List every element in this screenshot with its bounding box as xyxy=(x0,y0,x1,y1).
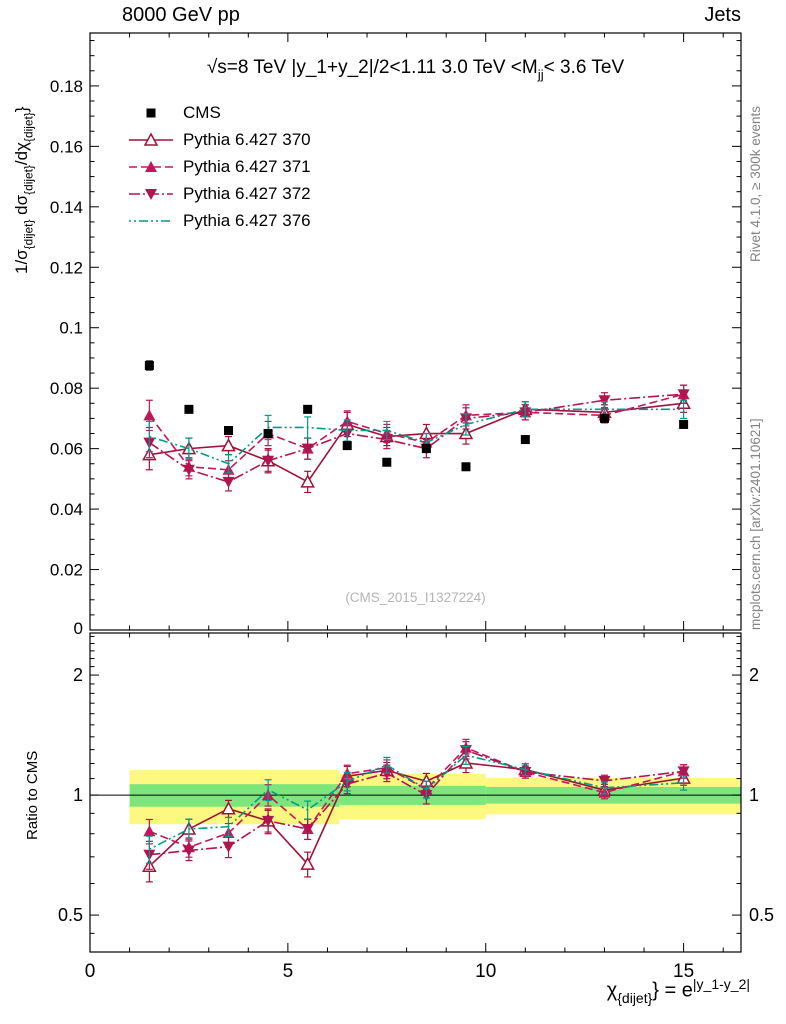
svg-text:0: 0 xyxy=(74,619,83,638)
rivet-version-note: Rivet 4.1.0, ≥ 300k events xyxy=(748,106,763,262)
legend-marker-sample xyxy=(128,212,174,230)
mcplots-arxiv-note: mcplots.cern.ch [arXiv:2401.10621] xyxy=(748,418,763,630)
label-segment: {dijet} xyxy=(617,989,653,1006)
ratio-uncertainty-bands xyxy=(129,770,741,825)
svg-text:1: 1 xyxy=(73,785,83,805)
svg-text:0.08: 0.08 xyxy=(50,379,83,398)
svg-text:0: 0 xyxy=(85,961,96,982)
legend-item: Pythia 6.427 371 xyxy=(128,153,311,180)
series-cms xyxy=(144,360,689,472)
svg-text:0.16: 0.16 xyxy=(50,137,83,156)
beam-title: 8000 GeV pp xyxy=(122,4,240,26)
label-segment: jj xyxy=(537,66,544,82)
selection-cuts-label: √s=8 TeV |y_1+y_2|/2<1.11 3.0 TeV <Mjj< … xyxy=(90,57,741,82)
label-segment: dσ xyxy=(12,194,31,220)
svg-text:0.5: 0.5 xyxy=(58,905,83,925)
label-segment: |y_1-y_2| xyxy=(692,976,750,992)
legend-item: Pythia 6.427 370 xyxy=(128,126,311,153)
label-segment: 1/σ xyxy=(12,249,31,274)
svg-text:0.04: 0.04 xyxy=(50,500,83,519)
axis-ticks xyxy=(89,33,741,952)
series-pythia-6-427-372 xyxy=(143,384,690,492)
legend-label: Pythia 6.427 371 xyxy=(183,156,311,176)
legend-label: Pythia 6.427 376 xyxy=(183,210,311,230)
label-segment: } = e xyxy=(652,979,693,1002)
svg-text:0.5: 0.5 xyxy=(749,905,774,925)
label-segment: } xyxy=(12,106,31,113)
analysis-id-watermark: (CMS_2015_I1327224) xyxy=(345,590,486,605)
x-axis-label: χ{dijet}} = e|y_1-y_2| xyxy=(607,976,750,1006)
svg-text:15: 15 xyxy=(673,961,694,982)
legend: CMS Pythia 6.427 370 Pythia 6.427 371 Pythi… xyxy=(128,99,311,234)
svg-text:0.02: 0.02 xyxy=(50,561,83,580)
svg-text:2: 2 xyxy=(73,665,83,685)
legend-item: Pythia 6.427 376 xyxy=(128,207,311,234)
svg-text:0.18: 0.18 xyxy=(50,77,83,96)
svg-text:10: 10 xyxy=(475,961,496,982)
legend-marker-sample xyxy=(128,104,174,122)
label-segment: {dijet} xyxy=(21,219,36,250)
svg-text:0.1: 0.1 xyxy=(59,319,83,338)
svg-text:0.12: 0.12 xyxy=(50,258,83,277)
legend-marker-sample xyxy=(128,185,174,203)
legend-label: Pythia 6.427 372 xyxy=(183,183,311,203)
svg-text:1: 1 xyxy=(749,785,759,805)
legend-item: Pythia 6.427 372 xyxy=(128,180,311,207)
panel-frames xyxy=(89,32,742,953)
legend-marker-sample xyxy=(128,158,174,176)
svg-text:0.06: 0.06 xyxy=(50,440,83,459)
label-segment: √s=8 TeV |y_1+y_2|/2<1.11 3.0 TeV <M xyxy=(206,57,538,78)
label-segment: χ xyxy=(606,979,618,1002)
label-segment: {dijet} xyxy=(21,165,36,195)
series-pythia-6-427-376 xyxy=(145,745,688,864)
label-segment: {dijet} xyxy=(21,112,36,143)
svg-text:2: 2 xyxy=(749,665,759,685)
series-pythia-6-427-376 xyxy=(145,399,688,474)
main-y-axis-label: 1/σ{dijet} dσ{dijet}/dχ{dijet}} xyxy=(12,107,35,274)
legend-item: CMS xyxy=(128,99,311,126)
analysis-group-title: Jets xyxy=(704,4,741,26)
label-segment: /dχ xyxy=(12,142,31,166)
label-segment: < 3.6 TeV xyxy=(543,57,625,78)
ratio-y-axis-label: Ratio to CMS xyxy=(24,750,41,840)
legend-label: Pythia 6.427 370 xyxy=(183,129,311,149)
svg-text:5: 5 xyxy=(283,961,294,982)
axis-tick-labels: 0 5 10 15 0 0.02 0.04 0.06 0.08 0.1 0.12 0.14 0.16 0.… xyxy=(50,77,774,982)
legend-marker-sample xyxy=(128,131,174,149)
svg-text:0.14: 0.14 xyxy=(50,198,83,217)
legend-label: CMS xyxy=(183,102,221,122)
